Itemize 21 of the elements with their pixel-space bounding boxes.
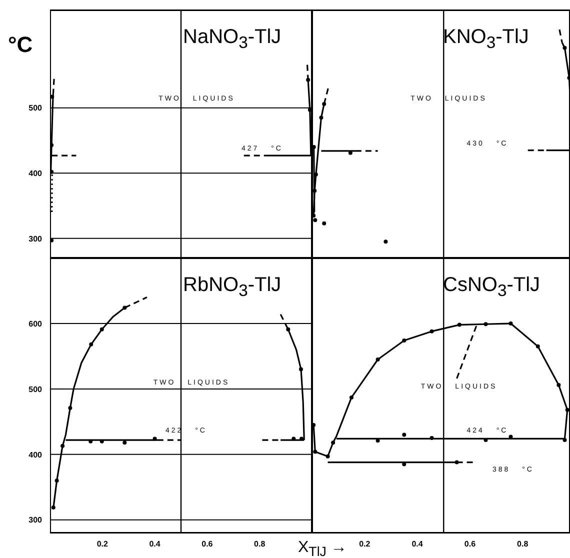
y-tick-label: 600	[28, 319, 43, 328]
x-tick-label: 0.2	[359, 540, 371, 549]
y-tick-label: 500	[28, 384, 43, 394]
y-tick-label: 500	[28, 104, 43, 113]
x-axis-title: X$_{TlJ}$ →	[298, 539, 347, 558]
text: NaNO$_{3}$-TlJ	[183, 26, 282, 53]
x-tick-label: 0.6	[202, 540, 214, 549]
text: RbNO$_{3}$-TlJ	[183, 274, 282, 301]
y-tick-label: 300	[28, 516, 43, 525]
text: KNO$_{3}$-TlJ	[443, 26, 529, 53]
x-tick-label: 0.6	[464, 540, 476, 549]
x-tick-label: 0.2	[96, 540, 109, 549]
text: CsNO$_{3}$-TlJ	[443, 274, 540, 301]
x-tick-label: 0.4	[149, 540, 161, 549]
y-tick-label: 400	[28, 169, 43, 178]
y-tick-label: 300	[28, 234, 43, 244]
x-tick-label: 0.8	[517, 540, 529, 549]
y-tick-label: 400	[28, 450, 43, 460]
x-tick-label: 0.4	[412, 540, 424, 549]
y-axis-title: °C	[8, 32, 33, 58]
x-tick-label: 0.8	[254, 540, 266, 549]
